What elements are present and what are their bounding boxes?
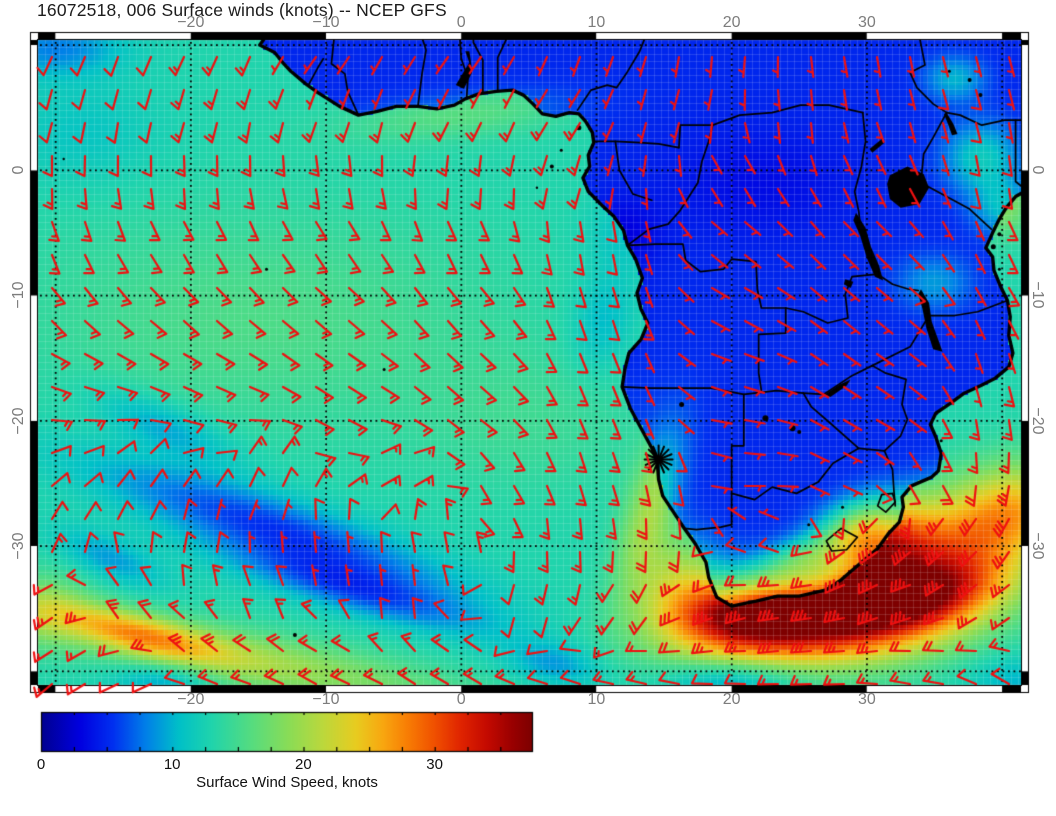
lat-tick-label-right: −20 bbox=[1029, 407, 1046, 435]
colorbar-tick-label: 30 bbox=[426, 756, 443, 773]
colorbar-tick-label: 20 bbox=[295, 756, 312, 773]
lon-tick-label-bottom: 30 bbox=[857, 691, 876, 708]
colorbar-caption: Surface Wind Speed, knots bbox=[196, 774, 378, 791]
colorbar-tick-label: 0 bbox=[36, 756, 46, 773]
lon-tick-label-top: −20 bbox=[177, 14, 205, 31]
lon-tick-label-top: 0 bbox=[456, 14, 466, 31]
lon-tick-label-bottom: −10 bbox=[312, 691, 340, 708]
lon-tick-label-top: 20 bbox=[722, 14, 741, 31]
lon-tick-label-top: 30 bbox=[857, 14, 876, 31]
lat-tick-label-right: −10 bbox=[1029, 281, 1046, 310]
lat-tick-label-left: −20 bbox=[10, 407, 27, 435]
lon-tick-label-bottom: 0 bbox=[456, 691, 466, 708]
lat-tick-label-left: 0 bbox=[10, 165, 27, 175]
lon-tick-label-bottom: 20 bbox=[722, 691, 741, 708]
lat-tick-label-right: −30 bbox=[1029, 532, 1046, 560]
lat-tick-label-left: −10 bbox=[10, 281, 27, 310]
lon-tick-label-top: 10 bbox=[587, 14, 606, 31]
lon-tick-label-top: −10 bbox=[312, 14, 340, 31]
lon-tick-label-bottom: −20 bbox=[177, 691, 205, 708]
figure-title: 16072518, 006 Surface winds (knots) -- N… bbox=[37, 0, 447, 20]
lon-tick-label-bottom: 10 bbox=[587, 691, 606, 708]
lat-tick-label-right: 0 bbox=[1029, 165, 1046, 175]
lat-tick-label-left: −30 bbox=[10, 532, 27, 560]
colorbar-tick-label: 10 bbox=[163, 756, 181, 773]
